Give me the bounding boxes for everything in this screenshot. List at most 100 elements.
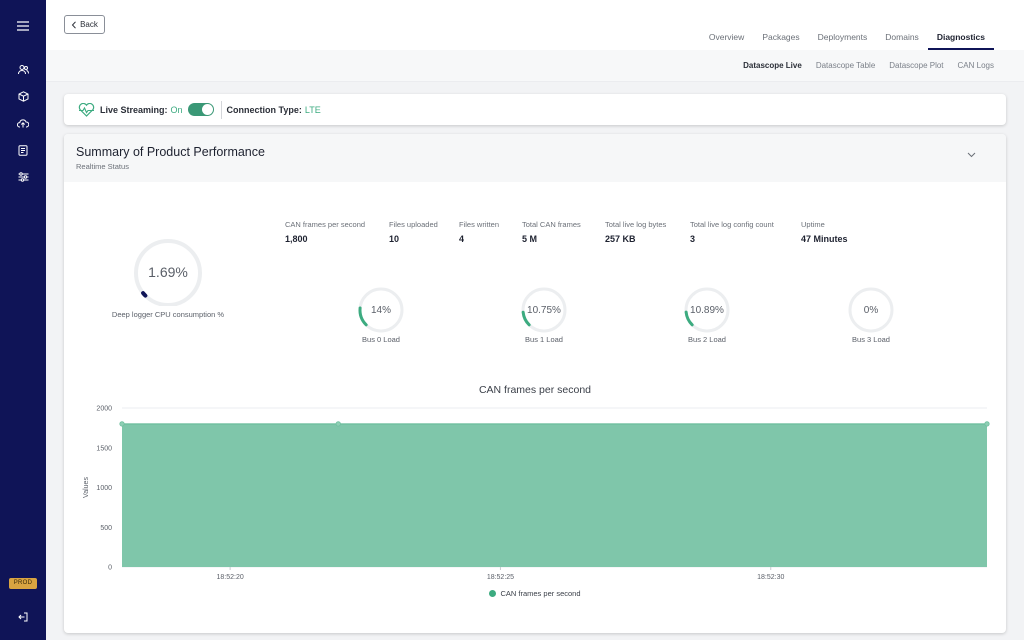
y-tick-label: 2000	[96, 406, 112, 413]
cpu-gauge-ring	[134, 239, 202, 306]
stat-label: Files written	[459, 220, 500, 229]
data-point	[335, 421, 341, 427]
data-point	[984, 421, 990, 427]
bus-2-gauge: 10.89% Bus 2 Load	[667, 286, 747, 348]
stat-value: 1,800	[285, 234, 308, 244]
subtab-datascope-table[interactable]: Datascope Table	[815, 61, 876, 70]
cpu-gauge-label: Deep logger CPU consumption %	[111, 310, 225, 319]
stat-label: Files uploaded	[389, 220, 438, 229]
tab-overview[interactable]: Overview	[708, 32, 745, 42]
summary-subtitle: Realtime Status	[76, 162, 129, 171]
bus-0-gauge-ring	[358, 287, 404, 333]
environment-badge: PROD	[9, 578, 37, 589]
y-tick-label: 1500	[96, 445, 112, 452]
y-tick-label: 1000	[96, 485, 112, 492]
connection-type-label: Connection Type:	[226, 104, 302, 115]
live-streaming-value: On	[170, 104, 183, 115]
chart-title: CAN frames per second	[478, 384, 592, 396]
bus-3-gauge: 0% Bus 3 Load	[831, 286, 911, 348]
legend-swatch	[489, 590, 497, 597]
tab-packages[interactable]: Packages	[762, 32, 800, 42]
cpu-gauge-fill	[141, 291, 148, 298]
chevron-down-icon[interactable]	[967, 152, 976, 158]
chart-svg: 0 500 1000 1500 2000 Values 18:52:20 18:52:25 18…	[83, 406, 990, 581]
subtab-datascope-plot[interactable]: Datascope Plot	[889, 61, 944, 70]
bus-1-gauge-label: Bus 1 Load	[525, 335, 563, 344]
heart-pulse-icon	[78, 102, 95, 117]
live-streaming-label: Live Streaming:	[100, 104, 168, 115]
bus-0-gauge-label: Bus 0 Load	[362, 335, 400, 344]
stat-live-log-config-count: Total live log config count 3	[690, 220, 774, 244]
stat-value: 4	[459, 234, 465, 244]
bus-0-gauge-fill	[358, 306, 368, 327]
data-point	[119, 421, 125, 427]
top-header: Back Overview Packages Deployments Domai…	[46, 0, 1024, 50]
back-button[interactable]: Back	[64, 15, 105, 34]
can-frames-chart: 0 500 1000 1500 2000 Values 18:52:20 18:52:25 18…	[64, 384, 1006, 624]
x-tick-label: 18:52:20	[217, 574, 244, 581]
sliders-icon[interactable]	[0, 167, 46, 187]
bus-2-gauge-value: 10.89%	[690, 305, 724, 316]
tab-domains[interactable]: Domains	[885, 32, 919, 42]
area-fill	[122, 423, 987, 567]
main-tabs: Overview Packages Deployments Domains Di…	[700, 28, 995, 50]
live-streaming-toggle[interactable]	[187, 103, 214, 116]
bus-1-gauge-value: 10.75%	[527, 305, 561, 316]
bus-2-gauge-ring	[684, 287, 730, 333]
bus-1-gauge-fill	[521, 310, 531, 327]
stat-uptime: Uptime 47 Minutes	[801, 220, 848, 244]
bus-1-gauge: 10.75% Bus 1 Load	[504, 286, 584, 348]
summary-title: Summary of Product Performance	[76, 145, 265, 159]
tab-deployments[interactable]: Deployments	[817, 32, 868, 42]
legend-label: CAN frames per second	[500, 589, 581, 598]
stat-total-can-frames: Total CAN frames 5 M	[522, 220, 581, 244]
bus-0-gauge: 14% Bus 0 Load	[341, 286, 421, 348]
bus-3-gauge-value: 0%	[863, 305, 879, 316]
summary-card: Summary of Product Performance Realtime …	[64, 134, 1006, 633]
divider	[220, 100, 222, 119]
package-icon[interactable]	[0, 86, 46, 106]
users-icon[interactable]	[0, 59, 46, 79]
stat-live-log-bytes: Total live log bytes 257 KB	[605, 220, 666, 244]
bus-3-gauge-ring	[848, 287, 894, 333]
y-axis-label: Values	[83, 477, 90, 498]
document-icon[interactable]	[0, 140, 46, 160]
stat-can-frames: CAN frames per second 1,800	[285, 220, 365, 244]
bus-2-gauge-label: Bus 2 Load	[688, 335, 726, 344]
cpu-gauge-value: 1.69%	[148, 264, 188, 280]
stat-files-uploaded: Files uploaded 10	[389, 220, 438, 244]
streaming-status-bar: Live Streaming: On Connection Type: LTE	[64, 94, 1006, 125]
stat-value: 5 M	[522, 234, 538, 244]
stat-label: Uptime	[801, 220, 825, 229]
stat-label: CAN frames per second	[285, 220, 366, 229]
bus-1-gauge-ring	[521, 287, 567, 333]
summary-card-header[interactable]: Summary of Product Performance Realtime …	[64, 134, 1006, 182]
connection-type-value: LTE	[304, 104, 321, 115]
tab-diagnostics[interactable]: Diagnostics	[927, 28, 995, 50]
subtab-datascope-live[interactable]: Datascope Live	[743, 61, 802, 70]
stat-files-written: Files written 4	[459, 220, 499, 244]
stat-label: Total live log bytes	[605, 220, 667, 229]
toggle-knob	[201, 104, 213, 115]
stat-value: 47 Minutes	[801, 234, 848, 244]
stat-value: 10	[389, 234, 400, 244]
bus-2-gauge-fill	[684, 310, 694, 327]
stat-label: Total CAN frames	[522, 220, 581, 229]
x-tick-label: 18:52:25	[487, 574, 514, 581]
chevron-left-icon	[71, 20, 76, 29]
x-tick-label: 18:52:30	[757, 574, 784, 581]
bus-0-gauge-value: 14%	[370, 305, 391, 316]
chart-legend[interactable]: CAN frames per second	[64, 589, 1006, 598]
back-label: Back	[80, 20, 98, 29]
stat-value: 3	[690, 234, 696, 244]
logout-icon[interactable]	[0, 607, 46, 627]
stat-value: 257 KB	[605, 234, 636, 244]
cpu-gauge: 1.69% Deep logger CPU consumption %	[104, 236, 234, 326]
bus-3-gauge-label: Bus 3 Load	[852, 335, 890, 344]
stat-label: Total live log config count	[690, 220, 774, 229]
subtab-can-logs[interactable]: CAN Logs	[957, 61, 994, 70]
y-tick-label: 500	[100, 525, 112, 532]
cloud-upload-icon[interactable]	[0, 113, 46, 133]
sub-tabs: Datascope Live Datascope Table Datascope…	[743, 61, 994, 70]
menu-icon[interactable]	[0, 16, 46, 36]
